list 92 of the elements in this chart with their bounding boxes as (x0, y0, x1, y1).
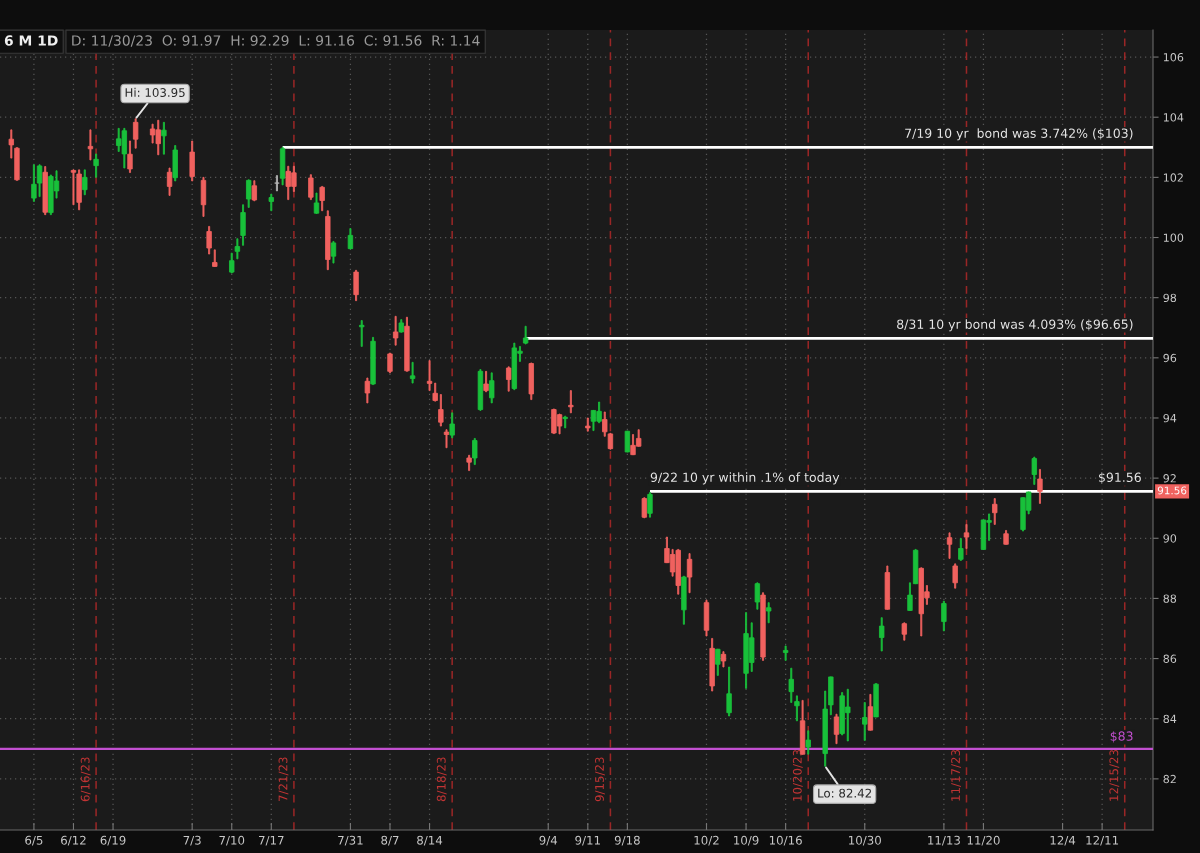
y-tick-label: 84 (1163, 714, 1177, 724)
candlestick (782, 645, 789, 661)
ref-line-label: 8/18/23 (436, 757, 447, 802)
ref-line-label: 11/17/23 (951, 749, 961, 801)
candlestick (392, 315, 399, 346)
candlestick (794, 695, 800, 722)
candlestick (234, 238, 241, 260)
candlestick (946, 532, 953, 559)
y-tick-label: 88 (1163, 594, 1177, 603)
candlestick (364, 377, 371, 404)
candlestick (765, 602, 772, 624)
candlestick (466, 454, 472, 472)
x-tick-label: 7/3 (183, 835, 201, 846)
candlestick (274, 175, 280, 192)
annotation: $91.56 (1098, 472, 1141, 484)
x-tick-label: 7/17 (259, 835, 284, 846)
chart-title: 6 M 1D (4, 35, 58, 46)
ref-line-label: 6/16/23 (80, 757, 91, 802)
chart-subtitle: D: 11/30/23 O: 91.97 H: 92.29 L: 91.16 C: 91.56 R: 1.14 (72, 35, 480, 47)
candlestick (438, 394, 444, 427)
x-tick-label: 7/31 (338, 835, 363, 846)
candlestick (161, 121, 167, 155)
x-tick-label: 11/13 (928, 835, 960, 846)
x-tick-label: 9/11 (575, 835, 600, 846)
candlestick (867, 693, 874, 731)
x-tick-label: 12/4 (1050, 835, 1076, 846)
annotation: Lo: 82.42 (818, 788, 872, 798)
candlestick (449, 412, 455, 439)
x-tick-label: 12/11 (1086, 835, 1119, 846)
candlestick (585, 417, 591, 432)
y-tick-label: 104 (1163, 113, 1184, 122)
candlestick (522, 325, 529, 345)
series-label: 9/22 10 yr within .1% of today (650, 472, 840, 485)
ref-line-label: 12/15/23 (1109, 749, 1120, 801)
candlestick (426, 360, 433, 392)
ref-line-label: 9/15/23 (595, 757, 605, 802)
y-tick-label: 98 (1163, 293, 1177, 303)
series-label: 7/19 10 yr bond was 3.742% ($103) (905, 128, 1133, 141)
y-tick-label: 92 (1163, 474, 1176, 483)
y-tick-label: 86 (1163, 654, 1177, 663)
y-tick-label: 82 (1163, 774, 1176, 784)
candlestick (443, 429, 450, 449)
candlestick (1037, 468, 1043, 504)
x-tick-label: 10/2 (694, 835, 719, 846)
candlestick (562, 415, 568, 429)
candlestick (879, 617, 885, 652)
x-tick-label: 6/5 (25, 835, 43, 846)
candlestick (359, 320, 365, 347)
x-tick-label: 8/14 (417, 835, 443, 846)
candlestick (132, 118, 139, 149)
x-tick-label: 10/16 (769, 835, 802, 846)
x-tick-label: 10/30 (849, 835, 881, 846)
candlestick (506, 366, 512, 392)
candlestick (268, 193, 274, 212)
candlestick (398, 319, 404, 333)
candlestick (805, 730, 811, 755)
candlestick (409, 361, 416, 384)
x-tick-label: 11/20 (967, 835, 1000, 846)
y-tick-label: 96 (1163, 353, 1177, 363)
candlestick (726, 666, 732, 717)
candlestick (87, 129, 94, 161)
series-label: 8/31 10 yr bond was 4.093% ($96.65) (897, 319, 1133, 332)
x-tick-label: 9/18 (614, 835, 640, 846)
candlestick (229, 252, 235, 274)
candlestick (93, 153, 99, 178)
x-tick-label: 8/7 (381, 835, 399, 846)
x-tick-label: 7/10 (219, 835, 245, 846)
annotation: Hi: 103.95 (125, 87, 185, 97)
ref-line-label: $83 (1110, 731, 1133, 743)
ref-line-label: 10/20/23 (792, 749, 803, 801)
x-tick-label: 9/4 (539, 835, 558, 846)
candlestick (212, 249, 218, 267)
candlestick (963, 524, 970, 549)
y-tick-label: 100 (1163, 233, 1184, 242)
y-tick-label: 94 (1163, 413, 1177, 423)
candlestick (754, 582, 761, 610)
candlestick (251, 180, 258, 202)
candlestick (432, 382, 438, 402)
ref-line-label: 7/21/23 (278, 757, 289, 802)
x-tick-label: 6/12 (61, 835, 86, 846)
x-tick-label: 6/19 (100, 835, 126, 846)
candlestick (483, 370, 489, 393)
candlestick (720, 651, 727, 668)
candlestick (568, 390, 574, 414)
y-tick-label: 90 (1163, 534, 1177, 543)
candlestick (313, 192, 320, 214)
text: 91.56 (1157, 486, 1187, 495)
y-tick-label: 106 (1163, 53, 1184, 62)
candlestick (1031, 456, 1037, 485)
candlestick (901, 622, 907, 641)
x-tick-label: 10/9 (734, 835, 759, 846)
y-tick-label: 102 (1163, 173, 1183, 182)
